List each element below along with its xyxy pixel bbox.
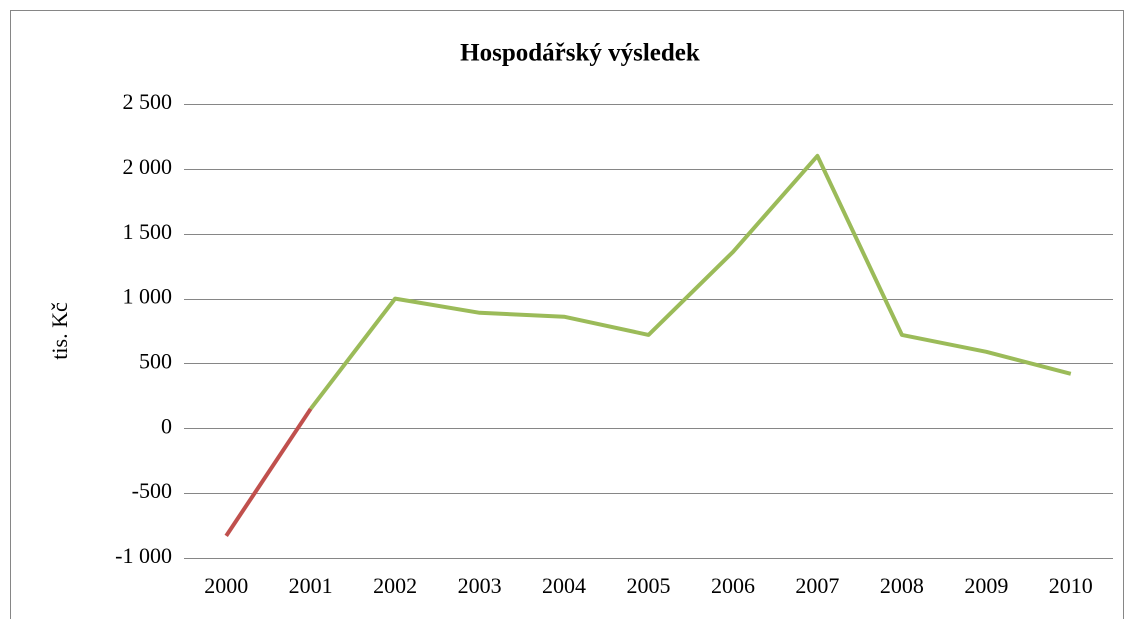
x-tick-label: 2006 [711, 573, 755, 598]
x-tick-label: 2005 [627, 573, 671, 598]
x-tick-label: 2004 [542, 573, 586, 598]
x-tick-label: 2000 [204, 573, 248, 598]
y-tick-label: -500 [132, 478, 172, 503]
y-tick-label: 2 000 [123, 154, 173, 179]
y-tick-label: 2 500 [123, 89, 173, 114]
x-tick-label: 2010 [1049, 573, 1093, 598]
x-tick-label: 2007 [795, 573, 839, 598]
y-tick-label: 500 [139, 348, 172, 373]
series-line [309, 153, 1072, 411]
x-tick-label: 2003 [458, 573, 502, 598]
x-tick-label: 2008 [880, 573, 924, 598]
chart-frame [10, 10, 1124, 619]
x-tick-label: 2002 [373, 573, 417, 598]
y-axis-label: tis. Kč [47, 302, 72, 360]
y-tick-label: 1 500 [123, 219, 173, 244]
x-tick-label: 2001 [289, 573, 333, 598]
series-line [224, 407, 313, 538]
y-tick-label: 0 [161, 413, 172, 438]
y-tick-label: -1 000 [115, 543, 172, 568]
chart-title: Hospodářský výsledek [460, 40, 700, 67]
y-tick-label: 1 000 [123, 284, 173, 309]
x-tick-label: 2009 [964, 573, 1008, 598]
